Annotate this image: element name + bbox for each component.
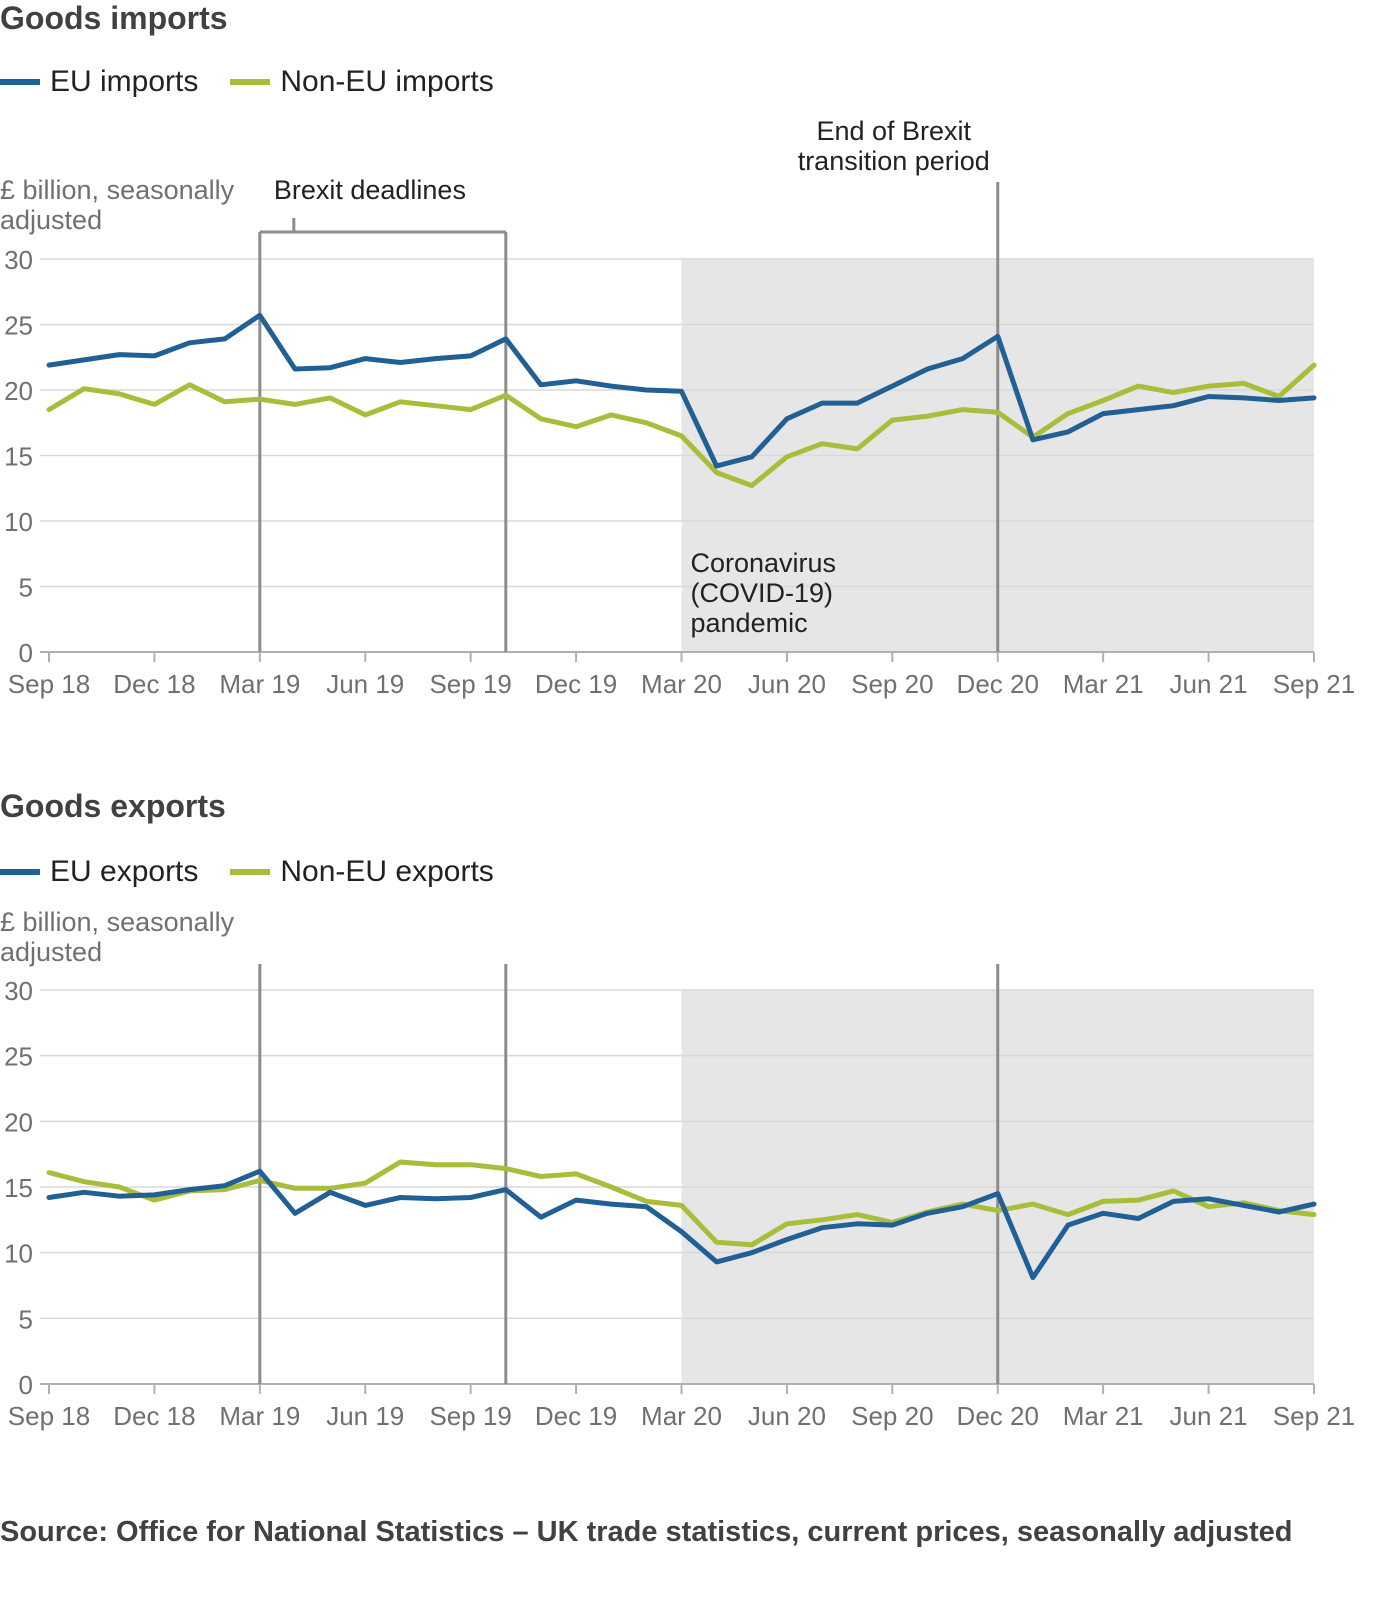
legend-label-eu-exports: EU exports: [50, 855, 199, 888]
x-tick-label: Jun 20: [748, 669, 826, 699]
y-axis-unit-label: £ billion, seasonally: [0, 907, 235, 937]
y-axis-unit-label: adjusted: [0, 205, 102, 235]
legend-item-eu-exports: EU exports: [0, 855, 198, 889]
x-tick-label: Mar 20: [641, 669, 722, 699]
x-tick-label: Dec 19: [535, 1401, 617, 1431]
x-tick-label: Dec 18: [113, 1401, 195, 1431]
x-tick-label: Mar 20: [641, 1401, 722, 1431]
x-tick-label: Jun 21: [1170, 1401, 1248, 1431]
y-tick-label: 20: [4, 376, 33, 406]
legend-label-non-eu-imports: Non-EU imports: [280, 65, 494, 98]
x-tick-label: Jun 21: [1170, 669, 1248, 699]
x-tick-label: Sep 20: [851, 669, 933, 699]
y-tick-label: 10: [4, 507, 33, 537]
y-axis-unit-label: adjusted: [0, 937, 102, 967]
x-tick-label: Mar 19: [219, 669, 300, 699]
legend-swatch-eu-exports: [0, 869, 40, 875]
non-eu-exports-line: [46, 1159, 1317, 1248]
y-tick-label: 30: [4, 245, 33, 275]
y-tick-label: 15: [4, 442, 33, 472]
legend-swatch-eu-imports: [0, 79, 40, 85]
y-tick-label: 0: [19, 1370, 33, 1400]
y-tick-label: 5: [19, 1304, 33, 1334]
legend-swatch-non-eu-exports: [230, 869, 271, 875]
exports-legend: EU exports Non-EU exports: [0, 852, 494, 892]
y-tick-label: 25: [4, 1042, 33, 1072]
y-tick-label: 15: [4, 1173, 33, 1203]
x-tick-label: Dec 18: [113, 669, 195, 699]
y-axis-unit-label: £ billion, seasonally: [0, 175, 235, 205]
imports-legend: EU imports Non-EU imports: [0, 62, 494, 102]
x-tick-label: Mar 21: [1063, 1401, 1144, 1431]
legend-label-eu-imports: EU imports: [50, 65, 199, 98]
brexit-deadlines-label: Brexit deadlines: [274, 175, 466, 205]
x-tick-label: Dec 20: [957, 669, 1039, 699]
legend-item-non-eu-imports: Non-EU imports: [230, 65, 494, 99]
y-tick-label: 20: [4, 1107, 33, 1137]
pandemic-label: (COVID-19): [691, 578, 834, 608]
end-transition-label: transition period: [798, 146, 990, 176]
eu-exports-line: [46, 1168, 1317, 1281]
x-tick-label: Jun 19: [326, 1401, 404, 1431]
exports-line-chart: 0 5 10 15 20 25 30 Sep 18 Dec 18 Mar 19 Jun 19 Sep …: [0, 907, 1355, 1431]
x-tick-label: Jun 20: [748, 1401, 826, 1431]
legend-label-non-eu-exports: Non-EU exports: [280, 855, 494, 888]
x-tick-label: Sep 19: [429, 669, 511, 699]
y-tick-label: 5: [19, 573, 33, 603]
x-tick-label: Sep 18: [8, 1401, 90, 1431]
x-tick-label: Dec 20: [957, 1401, 1039, 1431]
x-tick-label: Sep 19: [429, 1401, 511, 1431]
y-tick-label: 10: [4, 1239, 33, 1269]
end-transition-label: End of Brexit: [816, 116, 971, 146]
exports-chart-title: Goods exports: [0, 788, 226, 824]
x-tick-label: Sep 21: [1273, 669, 1355, 699]
x-tick-label: Mar 19: [219, 1401, 300, 1431]
non-eu-imports-line: [46, 362, 1317, 489]
y-tick-label: 30: [4, 976, 33, 1006]
y-tick-label: 0: [19, 638, 33, 668]
x-tick-label: Sep 18: [8, 669, 90, 699]
x-tick-label: Mar 21: [1063, 669, 1144, 699]
legend-item-eu-imports: EU imports: [0, 65, 198, 99]
x-tick-label: Sep 20: [851, 1401, 933, 1431]
eu-imports-line: [46, 312, 1317, 469]
imports-line-chart: 0 5 10 15 20 25 30 Sep 18 Dec 18 Mar 19 Jun 19 Sep …: [0, 116, 1355, 699]
x-tick-label: Jun 19: [326, 669, 404, 699]
legend-swatch-non-eu-imports: [230, 79, 271, 85]
x-tick-label: Sep 21: [1273, 1401, 1355, 1431]
legend-item-non-eu-exports: Non-EU exports: [230, 855, 494, 889]
source-note: Source: Office for National Statistics –…: [0, 1516, 1293, 1548]
pandemic-label: Coronavirus: [691, 548, 837, 578]
pandemic-label: pandemic: [691, 608, 808, 638]
x-tick-label: Dec 19: [535, 669, 617, 699]
y-tick-label: 25: [4, 311, 33, 341]
imports-chart-title: Goods imports: [0, 0, 228, 36]
